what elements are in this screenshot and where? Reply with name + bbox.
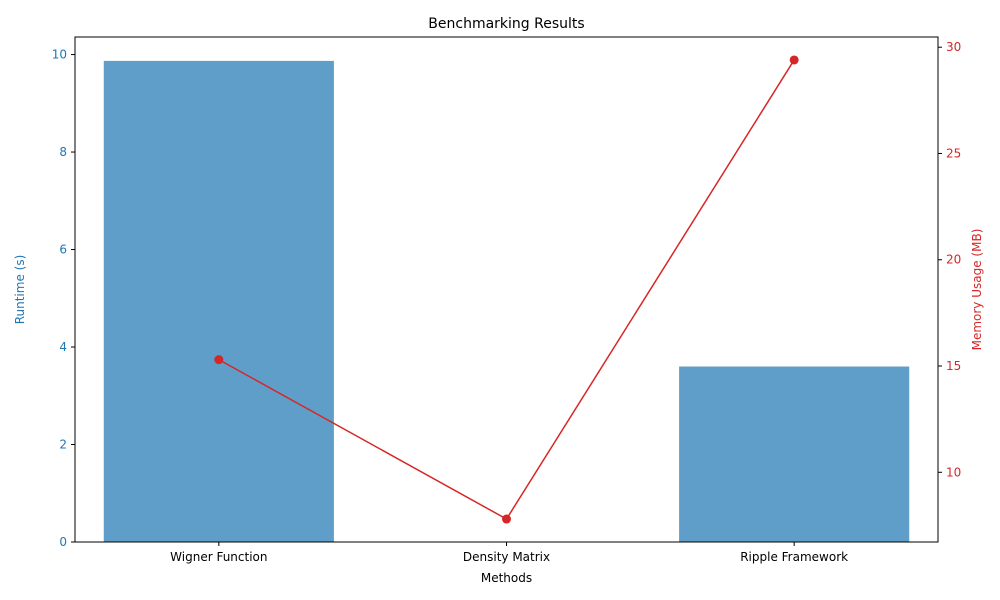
- runtime-bar: [679, 366, 910, 542]
- memory-point: [789, 55, 799, 65]
- right-axis-label: Memory Usage (MB): [970, 229, 984, 351]
- chart-title: Benchmarking Results: [428, 16, 584, 32]
- memory-line-series: [214, 55, 799, 524]
- right-tick-label: 25: [946, 146, 961, 160]
- x-axis-ticks: Wigner Function Density Matrix Ripple Fram…: [170, 542, 848, 564]
- left-tick-label: 4: [59, 340, 67, 354]
- right-tick-label: 10: [946, 465, 961, 479]
- right-axis-ticks: 10 15 20 25 30: [938, 40, 961, 479]
- left-tick-label: 2: [59, 438, 67, 452]
- left-tick-label: 0: [59, 535, 67, 549]
- x-tick-label: Ripple Framework: [740, 550, 848, 564]
- right-tick-label: 20: [946, 253, 961, 267]
- right-tick-label: 15: [946, 359, 961, 373]
- left-axis-ticks: 0 2 4 6 8 10: [52, 48, 75, 549]
- x-tick-label: Density Matrix: [463, 550, 550, 564]
- left-tick-label: 8: [59, 145, 67, 159]
- runtime-bar: [103, 60, 334, 543]
- left-tick-label: 10: [52, 48, 67, 62]
- left-tick-label: 6: [59, 243, 67, 257]
- left-axis-label: Runtime (s): [13, 255, 27, 325]
- runtime-bars: [103, 60, 910, 543]
- x-tick-label: Wigner Function: [170, 550, 267, 564]
- right-tick-label: 30: [946, 40, 961, 54]
- x-axis-label: Methods: [481, 571, 532, 585]
- memory-point: [502, 514, 511, 524]
- memory-point: [214, 355, 224, 365]
